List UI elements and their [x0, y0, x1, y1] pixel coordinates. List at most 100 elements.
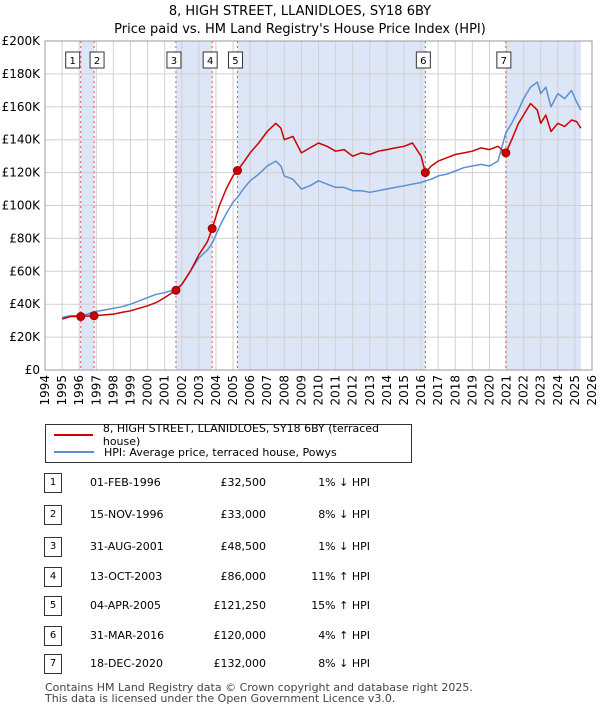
sale-label-box	[65, 51, 81, 69]
sale-label-box	[89, 51, 105, 69]
y-tick-label: £140K	[2, 133, 42, 147]
x-tick-label: 2015	[397, 375, 411, 406]
x-tick-label: 2019	[465, 375, 479, 406]
sale-point	[89, 311, 99, 321]
transaction-number-badge: 6	[44, 626, 62, 646]
sale-point	[171, 285, 181, 295]
sale-label: 4	[207, 56, 213, 67]
x-tick-label: 2005	[226, 375, 240, 406]
footer-attribution: Contains HM Land Registry data © Crown c…	[45, 682, 473, 704]
x-tick-label: 1996	[72, 375, 86, 406]
sale-label-box	[496, 51, 512, 69]
x-tick-label: 1999	[123, 375, 137, 406]
chart-legend: 8, HIGH STREET, LLANIDLOES, SY18 6BY (te…	[45, 422, 412, 463]
transaction-hpi-diff: 1% ↓ HPI	[318, 476, 370, 489]
y-tick-label: £120K	[2, 166, 42, 180]
x-tick-label: 2008	[277, 375, 291, 406]
footer-licence: This data is licensed under the Open Gov…	[45, 692, 396, 705]
table-row: 1 01-FEB-1996 £32,500 1% ↓ HPI	[0, 473, 600, 493]
transaction-number-badge: 7	[44, 654, 62, 674]
x-tick-label: 2010	[312, 375, 326, 406]
price-paid-line	[61, 102, 582, 320]
chart-title: 8, HIGH STREET, LLANIDLOES, SY18 6BY	[168, 4, 432, 19]
table-row: 7 18-DEC-2020 £132,000 8% ↓ HPI	[0, 654, 600, 674]
x-tick-label: 2021	[500, 375, 514, 406]
transaction-hpi-diff: 8% ↓ HPI	[318, 657, 370, 670]
footer-copyright: Contains HM Land Registry data © Crown c…	[45, 681, 473, 694]
sale-label: 7	[501, 56, 507, 67]
transaction-number-badge: 4	[44, 567, 62, 587]
transaction-date: 01-FEB-1996	[90, 476, 161, 489]
chart-subtitle: Price paid vs. HM Land Registry's House …	[114, 22, 486, 37]
transaction-hpi-diff: 4% ↑ HPI	[318, 629, 370, 642]
x-tick-label: 2002	[175, 375, 189, 406]
table-row: 6 31-MAR-2016 £120,000 4% ↑ HPI	[0, 626, 600, 646]
y-tick-label: £60K	[9, 264, 41, 278]
transaction-price: £121,250	[213, 599, 267, 612]
table-row: 3 31-AUG-2001 £48,500 1% ↓ HPI	[0, 537, 600, 557]
table-row: 5 04-APR-2005 £121,250 15% ↑ HPI	[0, 596, 600, 616]
legend-item-hpi: HPI: Average price, terraced house, Powy…	[54, 444, 337, 460]
x-tick-label: 2023	[534, 375, 548, 406]
x-tick-label: 2025	[568, 375, 582, 406]
legend-price-label: 8, HIGH STREET, LLANIDLOES, SY18 6BY (te…	[102, 422, 380, 448]
transaction-price: £48,500	[220, 540, 267, 553]
y-tick-label: £100K	[2, 199, 42, 213]
x-tick-label: 2001	[158, 375, 172, 406]
transaction-hpi-diff: 15% ↑ HPI	[311, 599, 370, 612]
transaction-date: 31-MAR-2016	[90, 629, 165, 642]
x-tick-label: 2018	[448, 375, 462, 406]
x-tick-label: 2003	[192, 375, 206, 406]
y-tick-label: £180K	[2, 67, 42, 81]
sale-label: 3	[171, 56, 177, 67]
sale-label: 6	[420, 56, 426, 67]
plot-frame	[44, 40, 593, 371]
y-tick-label: £40K	[9, 297, 41, 311]
x-tick-label: 2016	[414, 375, 428, 406]
x-tick-label: 2007	[260, 375, 274, 406]
legend-item-price: 8, HIGH STREET, LLANIDLOES, SY18 6BY (te…	[54, 422, 411, 448]
transaction-date: 31-AUG-2001	[90, 540, 164, 553]
hpi-line	[61, 81, 582, 319]
legend-hpi-label: HPI: Average price, terraced house, Powy…	[104, 445, 337, 459]
table-row: 2 15-NOV-1996 £33,000 8% ↓ HPI	[0, 505, 600, 525]
x-tick-label: 2024	[551, 375, 565, 406]
sale-label-box	[202, 51, 218, 69]
sale-label: 5	[232, 56, 238, 67]
transaction-price: £132,000	[213, 657, 267, 670]
transaction-hpi-diff: 11% ↑ HPI	[311, 570, 370, 583]
transaction-date: 13-OCT-2003	[90, 570, 163, 583]
transaction-price: £33,000	[220, 508, 267, 521]
transaction-price: £86,000	[220, 570, 267, 583]
x-tick-label: 2026	[585, 375, 599, 406]
price-chart: 1 2 3 4 5 6 7 £0 £20K £40K £60K £80K £100K £120K £140K…	[2, 34, 599, 406]
transaction-number-badge: 5	[44, 596, 62, 616]
y-tick-label: £0	[25, 363, 40, 377]
x-tick-label: 2011	[329, 375, 343, 406]
x-tick-label: 2022	[517, 375, 531, 406]
x-tick-label: 1995	[55, 375, 69, 406]
x-tick-label: 2020	[482, 375, 496, 406]
sale-point	[501, 148, 511, 158]
x-tick-label: 1997	[89, 375, 103, 406]
legend-hpi-swatch	[54, 451, 94, 453]
transaction-date: 15-NOV-1996	[90, 508, 164, 521]
x-tick-label: 2013	[363, 375, 377, 406]
x-tick-label: 2004	[209, 375, 223, 406]
sale-point	[232, 166, 242, 176]
sale-point	[207, 224, 217, 234]
x-tick-label: 2014	[380, 375, 394, 406]
sale-label: 1	[70, 56, 76, 67]
sale-point	[76, 312, 86, 322]
sale-label-box	[227, 51, 243, 69]
transaction-number-badge: 3	[44, 537, 62, 557]
x-tick-label: 1998	[106, 375, 120, 406]
transaction-price: £120,000	[213, 629, 267, 642]
table-row: 4 13-OCT-2003 £86,000 11% ↑ HPI	[0, 567, 600, 587]
x-tick-label: 2017	[431, 375, 445, 406]
transaction-hpi-diff: 8% ↓ HPI	[318, 508, 370, 521]
sale-point	[420, 168, 430, 178]
x-tick-label: 2009	[294, 375, 308, 406]
sale-label-box	[415, 51, 431, 69]
y-tick-label: £80K	[9, 231, 41, 245]
